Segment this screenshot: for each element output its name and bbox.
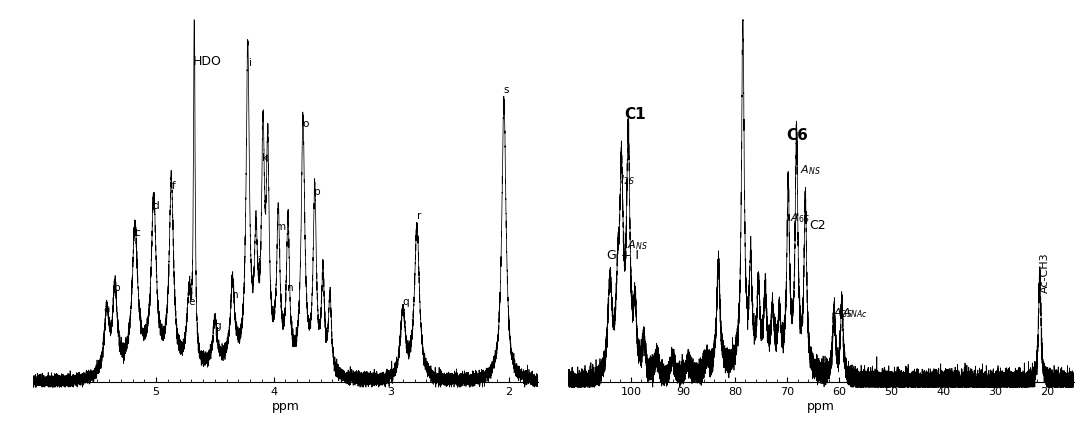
Text: A$_{6S}$: A$_{6S}$ (790, 211, 810, 225)
Text: I$_{2S}$: I$_{2S}$ (620, 173, 635, 187)
Text: b: b (114, 283, 121, 293)
Text: n: n (287, 283, 293, 293)
X-axis label: ppm: ppm (807, 400, 835, 413)
Text: A$_{NS}$: A$_{NS}$ (800, 163, 821, 177)
Text: d: d (153, 201, 159, 211)
Text: e: e (189, 297, 194, 307)
X-axis label: ppm: ppm (271, 400, 300, 413)
Text: s: s (504, 85, 509, 95)
Text: q: q (402, 297, 409, 307)
Text: l: l (267, 167, 270, 177)
Text: C6: C6 (786, 128, 808, 143)
Text: G + I: G + I (607, 249, 640, 262)
Text: i: i (249, 57, 252, 68)
Text: o: o (302, 119, 308, 129)
Text: h: h (231, 290, 238, 300)
Text: c: c (134, 229, 141, 238)
Text: f: f (172, 181, 175, 191)
Text: k: k (263, 153, 268, 163)
Text: A$_{NAc}$: A$_{NAc}$ (841, 307, 868, 321)
Text: HDO: HDO (193, 54, 221, 68)
Text: a: a (104, 304, 110, 314)
Text: g: g (214, 321, 220, 331)
Text: p: p (314, 187, 320, 197)
Text: Ac-CH3: Ac-CH3 (1040, 253, 1050, 293)
Text: C1: C1 (625, 107, 646, 122)
Text: m: m (276, 222, 286, 232)
Text: j: j (257, 256, 259, 266)
Text: C2: C2 (809, 219, 825, 232)
Text: A$_{NS}$: A$_{NS}$ (627, 238, 647, 252)
Text: A$_{3S}$: A$_{3S}$ (833, 307, 852, 321)
Text: r: r (417, 211, 422, 221)
